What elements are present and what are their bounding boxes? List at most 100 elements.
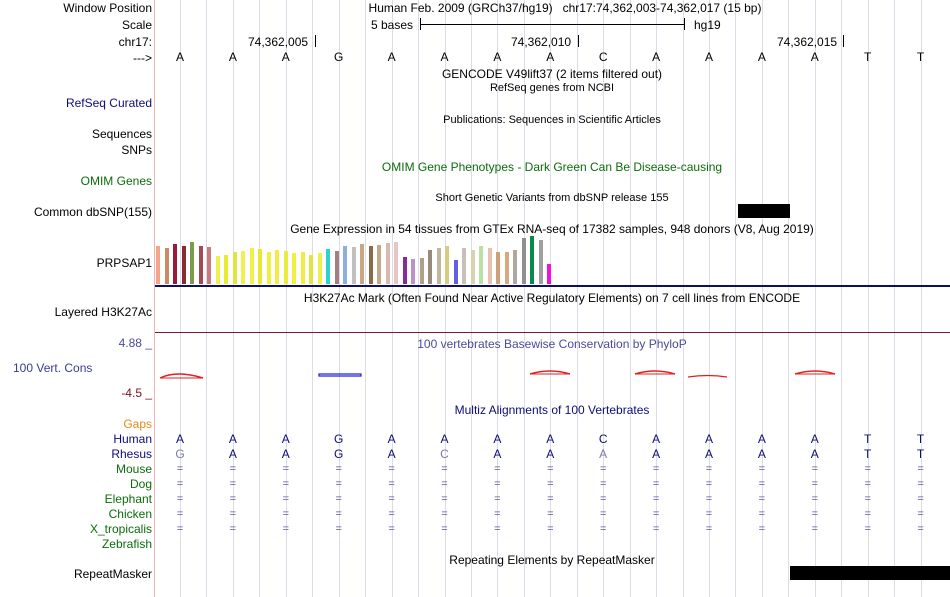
gtex-tissue-bar[interactable] [334, 251, 339, 284]
multiz-track-title[interactable]: Multiz Alignments of 100 Vertebrates [454, 403, 650, 417]
snps-track-label[interactable]: SNPs [121, 143, 152, 157]
gtex-tissue-bar[interactable] [521, 238, 526, 284]
species-label[interactable]: X_tropicalis [89, 522, 152, 536]
dbsnp-track-label[interactable]: Common dbSNP(155) [33, 205, 152, 219]
alignment-base: A [175, 432, 184, 446]
gtex-tissue-bar[interactable] [181, 246, 186, 284]
alignment-match: = [758, 463, 766, 475]
alignment-match: = [441, 493, 448, 505]
gtex-tissue-bar[interactable] [470, 250, 475, 284]
alignment-match: = [917, 508, 924, 520]
refseq-track-title[interactable]: RefSeq genes from NCBI [489, 82, 615, 94]
phylop-min-label: -4.5 _ [121, 386, 152, 400]
refseq-track-label[interactable]: RefSeq Curated [65, 96, 152, 110]
grid-line [180, 0, 181, 597]
dbsnp-variant[interactable] [738, 204, 790, 218]
alignment-match: = [917, 523, 924, 535]
gtex-tissue-bar[interactable] [394, 242, 398, 284]
species-label[interactable]: Human [113, 432, 152, 446]
repeatmasker-element[interactable] [790, 566, 950, 580]
gtex-tissue-bar[interactable] [504, 252, 509, 284]
gtex-tissue-bar[interactable] [547, 264, 551, 284]
alignment-match: = [176, 463, 184, 475]
gtex-tissue-bar[interactable] [351, 247, 356, 284]
species-label[interactable]: Rhesus [111, 447, 152, 461]
gtex-tissue-bar[interactable] [428, 250, 432, 284]
gtex-track-title[interactable]: Gene Expression in 54 tissues from GTEx … [290, 222, 814, 236]
gtex-tissue-bar[interactable] [343, 246, 347, 284]
sequences-track-title[interactable]: Publications: Sequences in Scientific Ar… [443, 114, 661, 126]
gencode-track-title[interactable]: GENCODE V49lift37 (2 items filtered out) [441, 67, 663, 81]
coord-tick [315, 35, 316, 47]
gtex-tissue-bar[interactable] [513, 250, 517, 284]
sequences-track-label[interactable]: Sequences [91, 127, 152, 141]
gtex-tissue-bar[interactable] [198, 246, 203, 284]
gtex-tissue-bar[interactable] [462, 248, 466, 284]
phylop-track-title[interactable]: 100 vertebrates Basewise Conservation by… [417, 337, 687, 351]
phylop-track-label[interactable]: 100 Vert. Cons [13, 361, 93, 375]
gtex-tissue-bar[interactable] [479, 246, 483, 284]
gtex-tissue-bar[interactable] [156, 246, 160, 284]
gtex-tissue-bar[interactable] [377, 245, 381, 284]
species-label[interactable]: Elephant [104, 492, 152, 506]
alignment-match: = [229, 523, 237, 535]
grid-line [630, 0, 631, 597]
gtex-tissue-bar[interactable] [258, 249, 262, 284]
species-label[interactable]: Mouse [115, 462, 152, 476]
gtex-tissue-bar[interactable] [292, 253, 296, 284]
species-label[interactable]: Zebrafish [101, 537, 152, 551]
alignment-match: = [494, 493, 501, 505]
dbsnp-track-title[interactable]: Short Genetic Variants from dbSNP releas… [435, 192, 669, 204]
gtex-tissue-bar[interactable] [266, 252, 271, 284]
gtex-tissue-bar[interactable] [360, 244, 364, 284]
repeatmasker-track-title[interactable]: Repeating Elements by RepeatMasker [449, 553, 655, 567]
gaps-track-label[interactable]: Gaps [123, 417, 152, 431]
gtex-tissue-bar[interactable] [445, 246, 449, 284]
alignment-match: = [547, 478, 554, 490]
species-label[interactable]: Dog [129, 477, 152, 491]
gtex-tissue-bar[interactable] [300, 252, 305, 284]
gtex-tissue-bar[interactable] [436, 248, 441, 284]
gtex-tissue-bar[interactable] [487, 248, 492, 284]
gtex-tissue-bar[interactable] [453, 260, 458, 284]
base: A [387, 50, 396, 64]
gtex-tissue-bar[interactable] [232, 252, 237, 284]
gtex-tissue-bar[interactable] [207, 247, 211, 284]
gtex-tissue-bar[interactable] [419, 258, 424, 284]
gtex-tissue-bar[interactable] [385, 243, 390, 284]
gtex-tissue-bar[interactable] [224, 255, 228, 284]
gtex-tissue-bar[interactable] [309, 255, 313, 284]
repeatmasker-track-label[interactable]: RepeatMasker [73, 567, 152, 581]
gtex-tissue-bar[interactable] [249, 248, 254, 284]
h3k27ac-track-title[interactable]: H3K27Ac Mark (Often Found Near Active Re… [303, 291, 801, 305]
gtex-tissue-bar[interactable] [530, 236, 534, 284]
gtex-tissue-bar[interactable] [215, 256, 220, 284]
alignment-base: A [440, 432, 449, 446]
gtex-tissue-bar[interactable] [164, 248, 169, 284]
gtex-tissue-bar[interactable] [538, 240, 543, 284]
gtex-track-label[interactable]: PRPSAP1 [96, 256, 152, 270]
gtex-tissue-bar[interactable] [283, 251, 288, 284]
gtex-tissue-bar[interactable] [190, 242, 194, 284]
alignment-match: = [864, 463, 871, 475]
omim-track-title[interactable]: OMIM Gene Phenotypes - Dark Green Can Be… [381, 160, 723, 174]
gtex-tissue-bar[interactable] [496, 252, 500, 284]
gtex-tissue-bar[interactable] [241, 251, 245, 284]
gtex-tissue-bar[interactable] [402, 257, 407, 284]
alignment-match: = [864, 493, 871, 505]
gtex-tissue-bar[interactable] [326, 249, 330, 284]
gtex-tissue-bar[interactable] [368, 246, 373, 284]
base: A [228, 50, 237, 64]
alignment-base: A [281, 432, 290, 446]
gtex-tissue-bar[interactable] [275, 250, 279, 284]
alignment-match: = [758, 508, 766, 520]
alignment-match: = [229, 493, 237, 505]
alignment-match: = [176, 523, 184, 535]
omim-track-label[interactable]: OMIM Genes [80, 174, 152, 188]
species-label[interactable]: Chicken [108, 507, 152, 521]
h3k27ac-track-label[interactable]: Layered H3K27Ac [54, 305, 152, 319]
grid-line [206, 0, 207, 597]
gtex-tissue-bar[interactable] [173, 244, 177, 284]
gtex-tissue-bar[interactable] [317, 253, 322, 284]
gtex-tissue-bar[interactable] [411, 259, 415, 284]
